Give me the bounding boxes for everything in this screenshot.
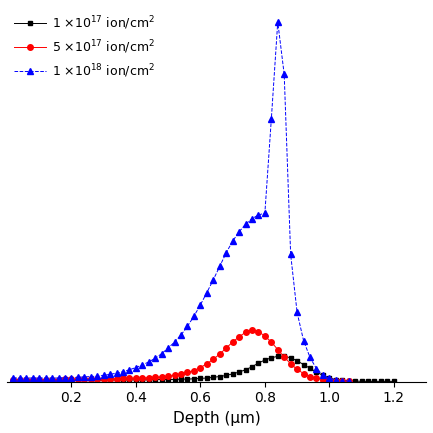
1 ×10$^{17}$ ion/cm$^2$ (11, 378, 16, 383)
1 ×10$^{17}$ ion/cm$^2$ (107, 377, 113, 382)
5 ×10$^{17}$ ion/cm$^2$ (275, 347, 280, 352)
1 ×10$^{18}$ ion/cm$^2$ (314, 366, 319, 371)
Line: 1 ×10$^{17}$ ion/cm$^2$: 1 ×10$^{17}$ ion/cm$^2$ (12, 355, 396, 383)
5 ×10$^{17}$ ion/cm$^2$ (11, 377, 16, 382)
5 ×10$^{17}$ ion/cm$^2$ (204, 361, 210, 366)
1 ×10$^{18}$ ion/cm$^2$ (204, 290, 210, 295)
1 ×10$^{17}$ ion/cm$^2$ (140, 377, 145, 382)
5 ×10$^{17}$ ion/cm$^2$ (314, 376, 319, 381)
1 ×10$^{18}$ ion/cm$^2$ (211, 277, 216, 282)
1 ×10$^{17}$ ion/cm$^2$ (133, 377, 139, 382)
Line: 5 ×10$^{17}$ ion/cm$^2$: 5 ×10$^{17}$ ion/cm$^2$ (11, 327, 352, 384)
X-axis label: Depth (μm): Depth (μm) (173, 411, 260, 426)
5 ×10$^{17}$ ion/cm$^2$ (249, 327, 255, 333)
5 ×10$^{17}$ ion/cm$^2$ (101, 376, 106, 381)
1 ×10$^{18}$ ion/cm$^2$ (275, 19, 280, 25)
1 ×10$^{18}$ ion/cm$^2$ (269, 117, 274, 122)
Line: 1 ×10$^{18}$ ion/cm$^2$: 1 ×10$^{18}$ ion/cm$^2$ (10, 19, 352, 385)
5 ×10$^{17}$ ion/cm$^2$ (211, 357, 216, 362)
1 ×10$^{18}$ ion/cm$^2$ (223, 250, 229, 255)
1 ×10$^{17}$ ion/cm$^2$ (75, 378, 81, 383)
5 ×10$^{17}$ ion/cm$^2$ (346, 379, 351, 384)
Legend: 1 ×10$^{17}$ ion/cm$^2$, 5 ×10$^{17}$ ion/cm$^2$, 1 ×10$^{18}$ ion/cm$^2$: 1 ×10$^{17}$ ion/cm$^2$, 5 ×10$^{17}$ io… (11, 11, 158, 84)
1 ×10$^{17}$ ion/cm$^2$ (359, 379, 364, 384)
1 ×10$^{17}$ ion/cm$^2$ (120, 377, 126, 382)
1 ×10$^{18}$ ion/cm$^2$ (101, 373, 106, 378)
1 ×10$^{18}$ ion/cm$^2$ (11, 375, 16, 381)
5 ×10$^{17}$ ion/cm$^2$ (223, 346, 229, 351)
1 ×10$^{17}$ ion/cm$^2$ (249, 364, 255, 369)
1 ×10$^{18}$ ion/cm$^2$ (346, 378, 351, 384)
1 ×10$^{17}$ ion/cm$^2$ (275, 354, 280, 359)
1 ×10$^{17}$ ion/cm$^2$ (391, 379, 397, 384)
